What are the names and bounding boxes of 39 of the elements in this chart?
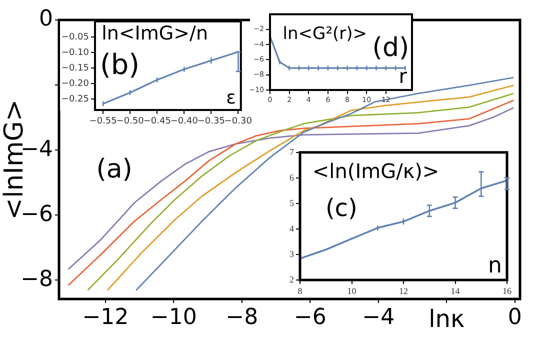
y-tick-label: 6 bbox=[290, 172, 294, 182]
x-tick-label: 10 bbox=[347, 286, 357, 296]
y-tick-label: 3 bbox=[290, 248, 294, 259]
chart-title: <ln(ImG/κ)> bbox=[312, 159, 440, 184]
x-axis-title: lnκ bbox=[428, 305, 465, 334]
y-tick-label: −6 bbox=[20, 202, 53, 227]
y-tick-label: −0.05 bbox=[61, 32, 89, 42]
y-tick-label: −0.25 bbox=[61, 94, 89, 104]
x-axis-title: ε bbox=[226, 88, 236, 109]
x-tick-label: −12 bbox=[82, 304, 129, 330]
x-tick-label: −0.40 bbox=[170, 116, 198, 127]
x-tick-label: −0.50 bbox=[116, 116, 144, 127]
x-tick-label: 16 bbox=[502, 286, 512, 296]
x-axis-title: r bbox=[398, 64, 408, 88]
x-tick-label: −0.55 bbox=[89, 116, 117, 127]
annotation: (d) bbox=[372, 32, 410, 63]
y-tick-label: −0.10 bbox=[61, 48, 90, 58]
y-tick-label: 4 bbox=[290, 223, 294, 234]
x-tick-label: 8 bbox=[298, 286, 303, 296]
y-tick-label: 2 bbox=[290, 274, 294, 284]
x-axis-title: n bbox=[488, 254, 502, 279]
y-tick-label: 5 bbox=[290, 198, 294, 208]
y-tick-label: 7 bbox=[290, 146, 294, 157]
x-tick-label: −0.30 bbox=[224, 116, 252, 127]
annotation: (b) bbox=[100, 48, 140, 81]
annotation: (c) bbox=[325, 194, 358, 222]
x-tick-label: −4 bbox=[362, 304, 395, 330]
x-tick-label: −0.35 bbox=[197, 116, 225, 127]
chart-title: ln<ImG>/n bbox=[102, 22, 208, 45]
x-tick-label: 0 bbox=[508, 304, 522, 330]
x-tick-label: 12 bbox=[399, 286, 408, 296]
y-tick-label: 0 bbox=[39, 6, 53, 32]
annotation: (a) bbox=[96, 154, 132, 184]
y-tick-label: −0.20 bbox=[61, 78, 90, 89]
text: ln<G²(r)> bbox=[282, 24, 368, 44]
x-tick-label: −10 bbox=[150, 304, 197, 330]
y-tick-label: −0.15 bbox=[61, 63, 89, 74]
x-tick-label: 14 bbox=[450, 286, 460, 296]
x-tick-label: −0.45 bbox=[143, 116, 171, 127]
